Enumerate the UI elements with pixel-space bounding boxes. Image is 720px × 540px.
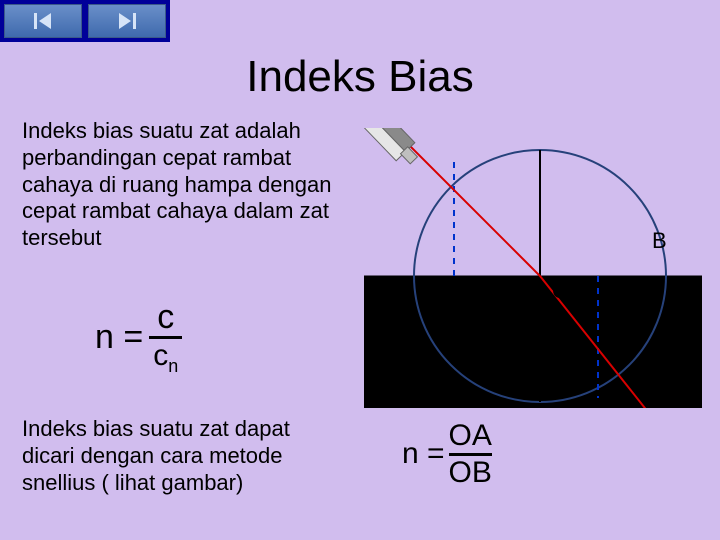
formula2-den: OB: [449, 457, 492, 489]
formula-n-oa-ob: n = OA OB: [402, 420, 492, 488]
page-title: Indeks Bias: [0, 52, 720, 102]
formula1-den-base: c: [153, 339, 168, 372]
formula-n-c-cn: n = c cn: [95, 300, 182, 375]
formula2-num: OA: [449, 420, 492, 452]
nav-bar: [0, 0, 170, 42]
paragraph-2: Indeks bias suatu zat dapat dicari denga…: [22, 416, 342, 496]
formula1-lhs: n =: [95, 318, 143, 357]
skip-forward-icon: [113, 11, 141, 31]
refraction-diagram: A O B: [364, 128, 702, 408]
paragraph-1: Indeks bias suatu zat adalah perbandinga…: [22, 118, 332, 252]
label-b: B: [652, 228, 667, 253]
formula2-lhs: n =: [402, 437, 445, 471]
formula1-num: c: [149, 300, 182, 334]
formula1-den-sub: n: [168, 356, 178, 376]
formula2-fraction: OA OB: [449, 420, 492, 488]
prev-button[interactable]: [4, 4, 82, 38]
skip-back-icon: [29, 11, 57, 31]
next-button[interactable]: [88, 4, 166, 38]
formula1-den: cn: [149, 341, 182, 375]
label-o: O: [552, 278, 569, 303]
label-a: A: [460, 278, 475, 303]
formula1-fraction: c cn: [149, 300, 182, 375]
